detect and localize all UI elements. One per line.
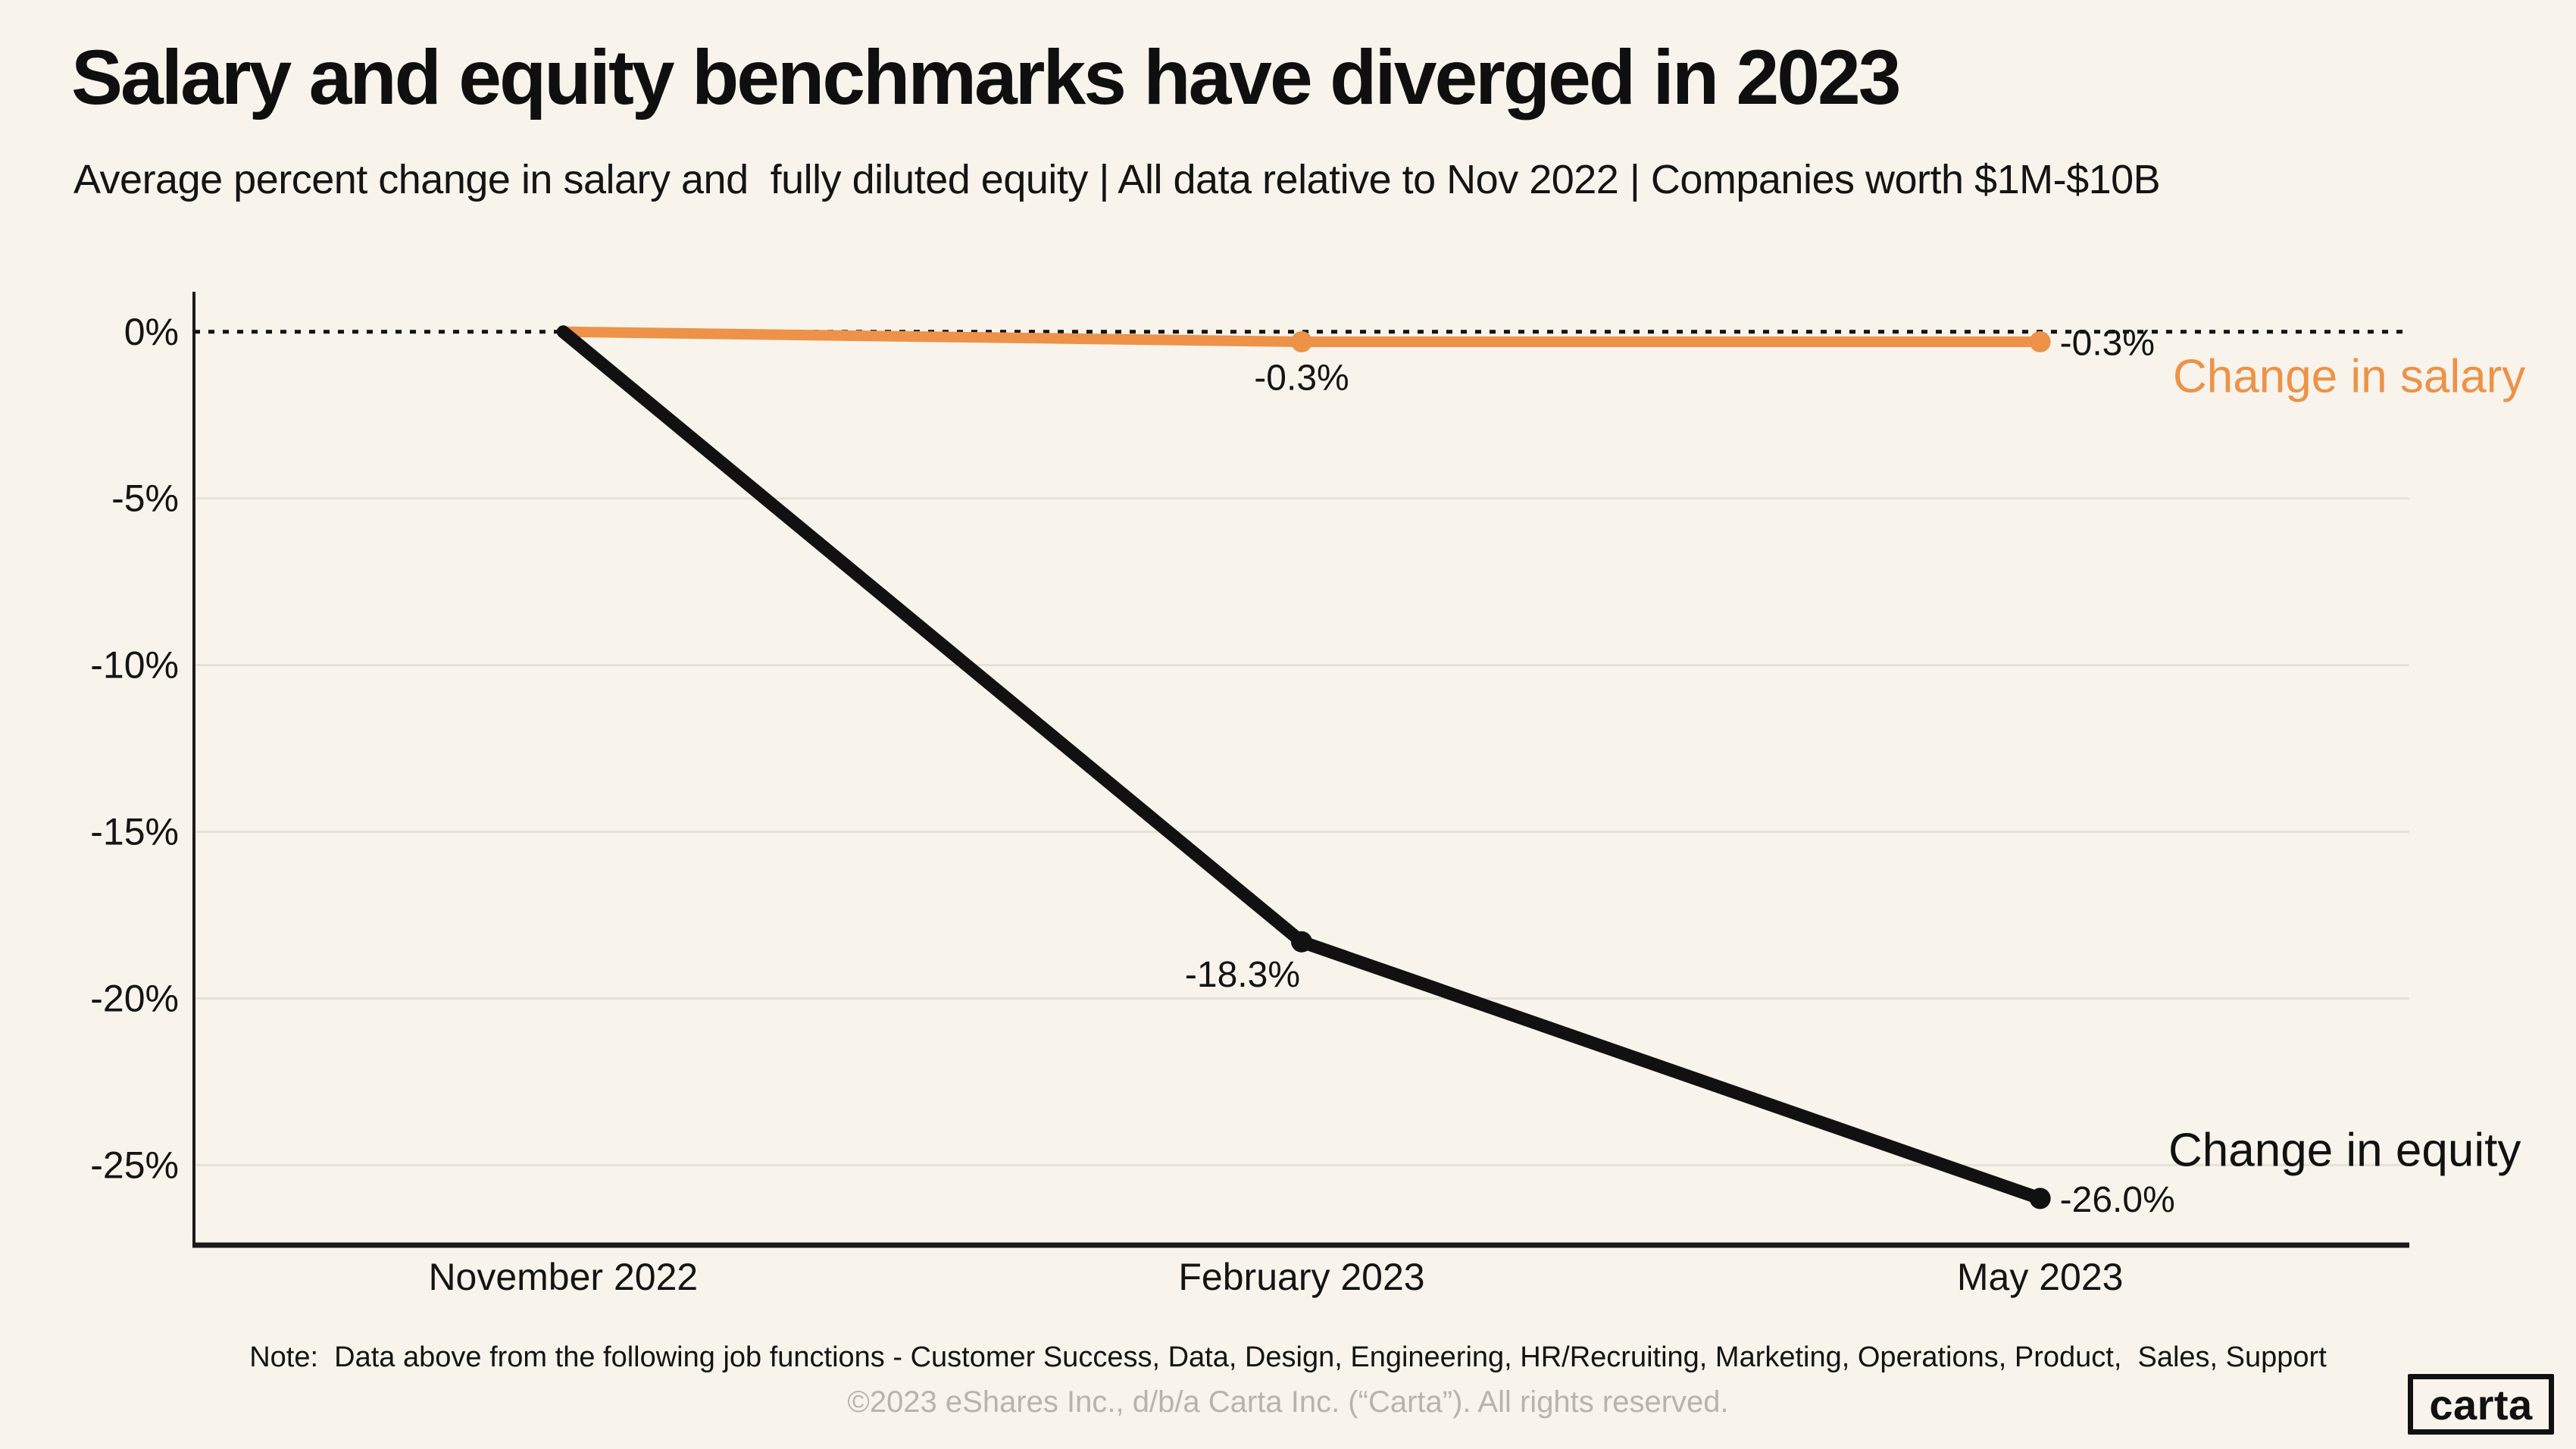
carta-logo-text: carta xyxy=(2429,1380,2533,1429)
y-tick-label: -20% xyxy=(90,978,179,1020)
chart-title: Salary and equity benchmarks have diverg… xyxy=(71,34,1901,120)
data-point-label: -0.3% xyxy=(1254,358,1349,398)
y-tick-label: -10% xyxy=(90,644,179,687)
y-tick-label: 0% xyxy=(124,311,179,353)
y-tick-label: -5% xyxy=(111,477,179,520)
axis-layer xyxy=(192,292,2409,1248)
x-tick-label: May 2023 xyxy=(1957,1256,2124,1298)
x-tick-label: February 2023 xyxy=(1178,1256,1424,1298)
footnote: Note: Data above from the following job … xyxy=(249,1341,2327,1373)
data-point xyxy=(1291,330,1312,352)
label-layer: 0% -5% -10% -15% -20% -25% November 2022 Februa… xyxy=(90,311,2525,1298)
grid-layer xyxy=(194,330,2409,1166)
series-layer xyxy=(556,325,2051,1210)
data-point xyxy=(1291,931,1312,953)
data-point-label: -0.3% xyxy=(2060,323,2155,363)
series-legend-label: Change in equity xyxy=(2168,1125,2521,1177)
chart-subtitle: Average percent change in salary and ful… xyxy=(73,157,2161,202)
series-line xyxy=(556,325,2047,1205)
data-point xyxy=(2029,330,2051,352)
data-point xyxy=(2029,1188,2051,1210)
copyright-text: ©2023 eShares Inc., d/b/a Carta Inc. (“C… xyxy=(847,1385,1729,1419)
y-tick-label: -25% xyxy=(90,1144,179,1186)
carta-logo: carta xyxy=(2408,1374,2554,1435)
y-tick-label: -15% xyxy=(90,811,179,853)
series-legend-label: Change in salary xyxy=(2173,351,2525,403)
data-point-label: -18.3% xyxy=(1185,955,1300,995)
data-point-label: -26.0% xyxy=(2060,1180,2175,1220)
x-tick-label: November 2022 xyxy=(428,1256,698,1298)
